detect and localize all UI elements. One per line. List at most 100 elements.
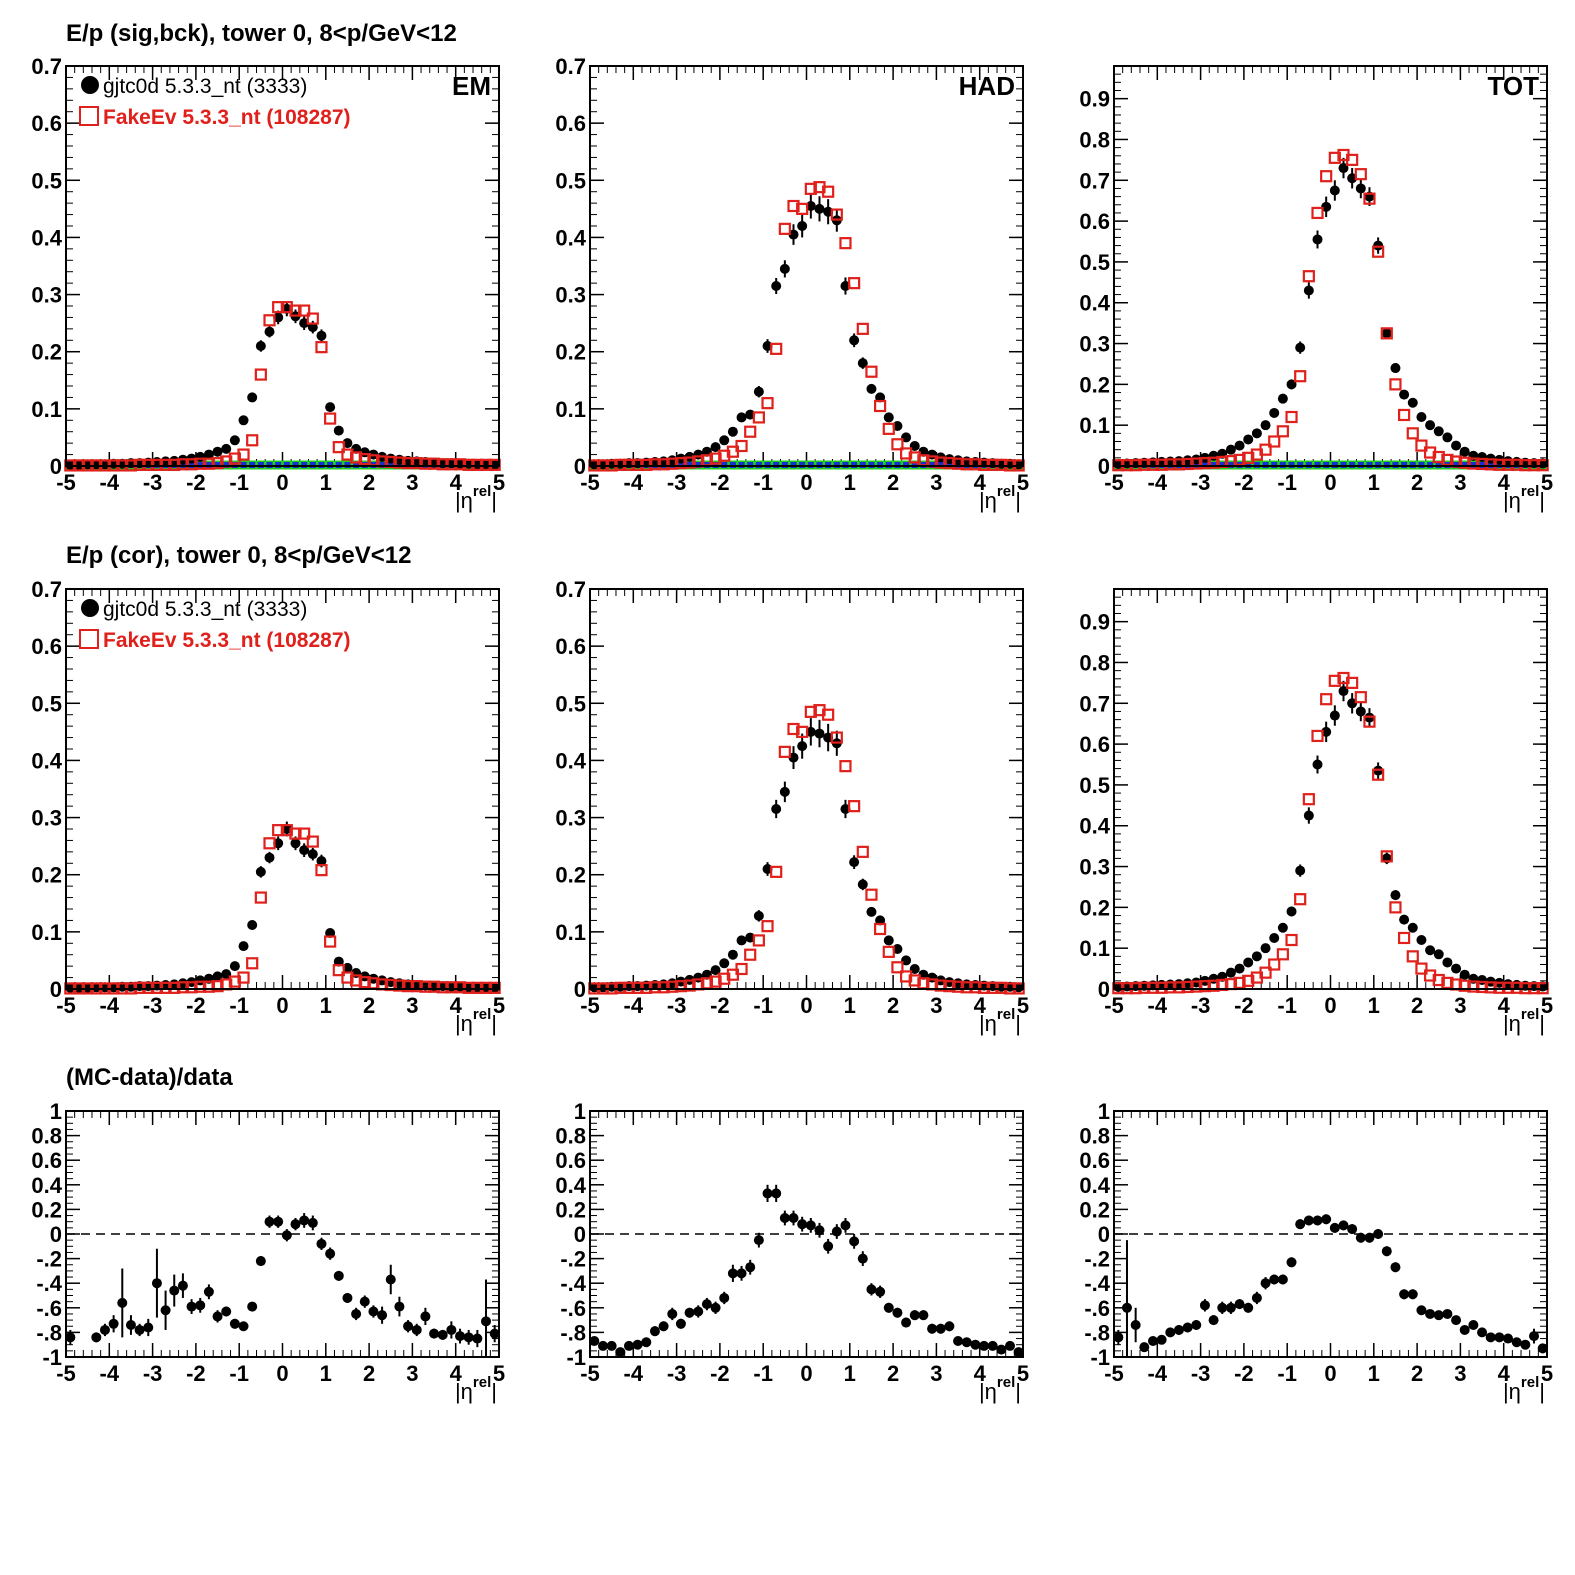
x-tick-label: 4 bbox=[450, 1361, 463, 1386]
x-axis-label: |ηrel| bbox=[1503, 1374, 1545, 1404]
mc-point bbox=[761, 397, 774, 410]
mc-point bbox=[324, 935, 337, 948]
mc-point bbox=[1380, 327, 1393, 340]
x-axis-label-bar: | bbox=[1015, 488, 1021, 513]
x-tick-label: 3 bbox=[406, 470, 418, 495]
chart-panel-1: 0 0.1 0.2 0.3 0.4 0.5 0.6 0.7 -5 -4 -3 -2 -1 0 1 2 3 4 5|η… bbox=[555, 54, 1029, 513]
x-axis-label-sup: rel bbox=[997, 1374, 1015, 1391]
data-point bbox=[255, 1256, 266, 1267]
data-point bbox=[1130, 1320, 1141, 1331]
data-point bbox=[710, 1302, 721, 1313]
row-title-cor: E/p (cor), tower 0, 8<p/GeV<12 bbox=[66, 542, 412, 569]
mc-point bbox=[263, 837, 276, 850]
x-tick-label: -2 bbox=[710, 470, 730, 495]
data-point bbox=[883, 412, 894, 423]
legend-marker-data bbox=[81, 76, 99, 94]
data-point bbox=[368, 1306, 379, 1317]
legend-marker-mc bbox=[79, 629, 99, 649]
data-point bbox=[840, 281, 851, 291]
mc-point bbox=[1346, 153, 1359, 166]
data-point bbox=[160, 1305, 171, 1316]
mc-point bbox=[272, 824, 285, 837]
x-axis-label-sup: rel bbox=[997, 1006, 1015, 1023]
mc-point bbox=[176, 981, 190, 994]
y-tick-label: 0.4 bbox=[1079, 814, 1110, 839]
data-point bbox=[1503, 1333, 1514, 1344]
data-point bbox=[961, 1337, 972, 1348]
x-tick-label: -1 bbox=[753, 993, 773, 1018]
x-tick-label: 4 bbox=[450, 993, 463, 1018]
data-point bbox=[1329, 710, 1340, 721]
y-tick-label: 0.3 bbox=[555, 283, 586, 308]
y-tick-label: -.2 bbox=[36, 1247, 62, 1272]
mc-point bbox=[289, 304, 302, 317]
data-point bbox=[710, 965, 721, 976]
y-tick-label: 0.6 bbox=[1079, 209, 1110, 234]
data-point bbox=[1225, 444, 1236, 455]
mc-point bbox=[1363, 715, 1376, 728]
chart-panel-4: 0 0.1 0.2 0.3 0.4 0.5 0.6 0.7 -5 -4 -3 -2 -1 0 1 2 3 4 5|η… bbox=[555, 577, 1029, 1036]
data-point bbox=[403, 1321, 414, 1332]
data-point bbox=[247, 920, 258, 930]
mc-point bbox=[1484, 981, 1497, 994]
data-point bbox=[437, 1329, 448, 1340]
y-tick-label: 0.4 bbox=[1079, 1173, 1110, 1198]
x-axis-label-bar: | bbox=[491, 488, 497, 513]
mc-point bbox=[683, 456, 696, 469]
data-point bbox=[143, 1322, 154, 1333]
data-point bbox=[797, 221, 808, 231]
x-tick-label: 4 bbox=[1498, 470, 1511, 495]
data-point bbox=[1251, 428, 1262, 439]
data-point bbox=[1165, 1327, 1176, 1338]
data-point bbox=[667, 1308, 678, 1319]
x-axis-label: |ηrel| bbox=[1503, 483, 1545, 513]
data-point bbox=[1251, 1292, 1262, 1303]
x-tick-label: 0 bbox=[1324, 470, 1336, 495]
data-point bbox=[849, 857, 860, 868]
x-axis-label: |ηrel| bbox=[979, 1006, 1021, 1036]
x-tick-label: -5 bbox=[580, 1361, 600, 1386]
mc-point bbox=[332, 441, 345, 454]
y-tick-label: 0.4 bbox=[31, 1173, 62, 1198]
data-point bbox=[481, 1316, 492, 1327]
mc-point bbox=[830, 208, 843, 221]
mc-point bbox=[995, 458, 1008, 471]
data-point bbox=[866, 1284, 877, 1295]
data-point bbox=[866, 383, 877, 394]
x-axis-label-sup: rel bbox=[1521, 483, 1539, 500]
x-axis-label-bar: | bbox=[1015, 1379, 1021, 1404]
y-tick-label: 0 bbox=[1098, 454, 1110, 479]
mc-point bbox=[735, 962, 748, 976]
chart-panel-7: -1-.8-.6-.4-.200.20.40.60.81-5 -4 -3 -2 -1 0 1… bbox=[555, 1099, 1029, 1404]
x-tick-label: 4 bbox=[1498, 1361, 1511, 1386]
x-tick-label: 2 bbox=[887, 1361, 899, 1386]
data-point bbox=[1312, 234, 1323, 245]
mc-point bbox=[839, 237, 852, 250]
x-tick-label: -1 bbox=[229, 993, 249, 1018]
y-tick-label: -.6 bbox=[1084, 1296, 1110, 1321]
mc-point bbox=[1285, 933, 1298, 947]
data-point bbox=[1485, 1332, 1496, 1343]
data-point bbox=[1442, 432, 1453, 443]
x-tick-label: 1 bbox=[1368, 993, 1380, 1018]
data-point bbox=[264, 326, 275, 337]
mc-point bbox=[280, 824, 293, 837]
mc-point bbox=[202, 980, 215, 993]
y-tick-label: 0.8 bbox=[1079, 1124, 1110, 1149]
data-point bbox=[281, 824, 292, 834]
data-point bbox=[212, 971, 223, 982]
mc-point bbox=[934, 456, 947, 469]
mc-point bbox=[453, 981, 467, 994]
data-point bbox=[247, 392, 258, 403]
mc-point bbox=[436, 981, 449, 994]
mc-point bbox=[1320, 170, 1333, 183]
mc-point bbox=[752, 411, 765, 424]
data-point bbox=[186, 1301, 197, 1312]
x-tick-label: 5 bbox=[1541, 993, 1553, 1018]
mc-point bbox=[787, 199, 800, 213]
mc-point bbox=[943, 980, 956, 993]
y-tick-label: 0.4 bbox=[555, 225, 586, 250]
mc-point bbox=[822, 708, 835, 721]
x-tick-label: 5 bbox=[493, 993, 505, 1018]
mc-point bbox=[865, 888, 878, 901]
